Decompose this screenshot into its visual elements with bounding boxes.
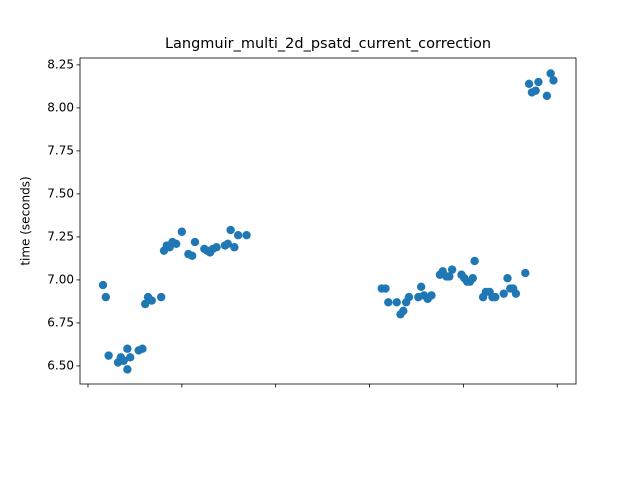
point	[177, 227, 187, 236]
point	[141, 299, 150, 309]
point	[521, 268, 530, 278]
plot-frame	[79, 57, 577, 385]
point	[468, 274, 477, 283]
point	[445, 272, 454, 281]
point	[524, 79, 534, 89]
point	[384, 298, 393, 307]
point	[491, 292, 500, 302]
point	[404, 292, 414, 302]
y-tick-label: 8.00	[47, 100, 74, 114]
point	[171, 239, 181, 248]
y-tick-label: 7.75	[47, 143, 74, 157]
point	[499, 289, 508, 298]
point	[123, 365, 132, 374]
point	[511, 289, 521, 298]
point	[542, 91, 552, 101]
point	[546, 69, 555, 78]
point	[226, 225, 235, 235]
point	[187, 251, 197, 261]
point	[416, 282, 426, 292]
y-tick-label: 6.50	[47, 358, 74, 372]
point	[104, 351, 113, 360]
point	[447, 265, 457, 274]
point	[470, 256, 479, 266]
point	[233, 230, 243, 240]
y-tick-label: 8.25	[47, 57, 74, 71]
point	[138, 344, 147, 353]
y-tick-label: 7.50	[47, 186, 74, 200]
point	[147, 296, 156, 305]
point	[427, 291, 436, 300]
y-tick-label: 6.75	[47, 315, 74, 329]
point	[242, 230, 251, 240]
point	[534, 77, 543, 87]
point	[119, 356, 128, 365]
point	[230, 243, 239, 252]
point	[156, 292, 166, 302]
point	[503, 274, 512, 283]
point	[123, 344, 132, 353]
y-axis-label: time (seconds)	[19, 176, 33, 265]
point	[190, 237, 200, 247]
point	[399, 306, 408, 316]
point	[98, 280, 108, 290]
y-tick-label: 7.25	[47, 229, 74, 243]
point	[531, 86, 540, 95]
point	[392, 298, 401, 307]
point	[381, 284, 390, 293]
point	[212, 243, 221, 252]
point	[223, 239, 233, 248]
point	[126, 353, 135, 362]
chart-title: Langmuir_multi_2d_psatd_current_correcti…	[165, 36, 491, 52]
point	[101, 292, 111, 302]
y-tick-label: 7.00	[47, 272, 74, 286]
point	[549, 76, 558, 85]
